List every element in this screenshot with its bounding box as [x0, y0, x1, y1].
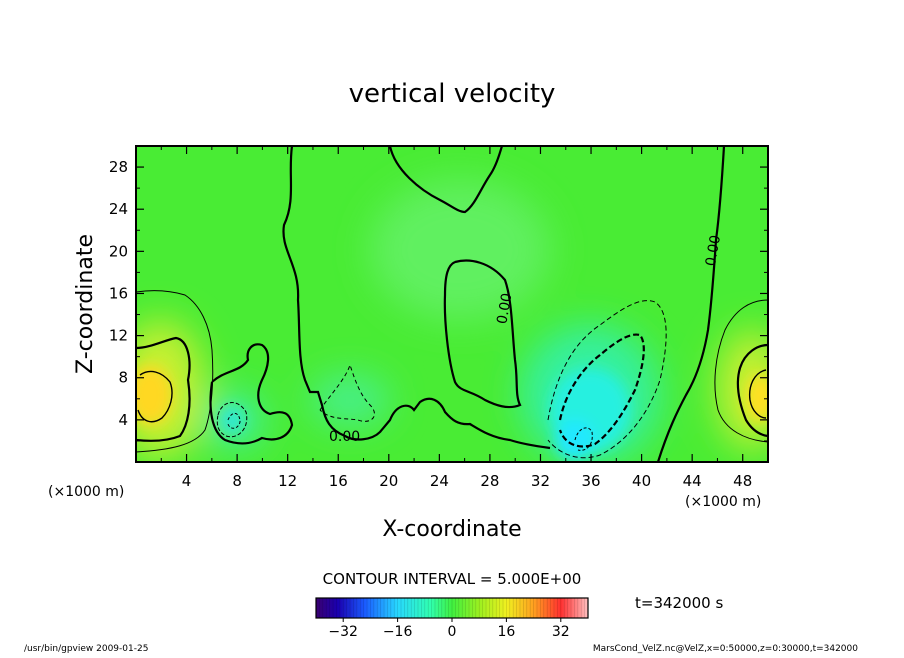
positive-contour-right-core — [748, 369, 767, 419]
colorbar-stripes — [319, 598, 585, 618]
x-tick-label: 44 — [683, 472, 702, 490]
y-tick-label: 12 — [109, 327, 128, 345]
contour-interval: CONTOUR INTERVAL = 5.000E+00 — [323, 570, 582, 588]
contour-lines — [136, 146, 768, 462]
zero-contour-top — [388, 146, 504, 214]
zero-contour-left — [282, 146, 551, 450]
zero-contour-plateau — [443, 259, 522, 409]
x-axis-ticks: 4 8 12 16 20 24 28 32 36 40 44 48 — [160, 146, 752, 490]
y-tick-label: 20 — [109, 242, 128, 260]
footer-right: MarsCond_VelZ.nc@VelZ,x=0:50000,z=0:3000… — [593, 644, 858, 654]
negative-contour-inner — [558, 333, 645, 448]
chart-title: vertical velocity — [349, 79, 556, 109]
positive-contour-left — [136, 290, 214, 453]
x-axis-title: X-coordinate — [382, 517, 521, 542]
colorbar-tick-label: −16 — [383, 624, 413, 640]
contour-labels: 0.00 0.00 0.00 — [329, 234, 724, 445]
zero-contour-left-cell — [136, 336, 191, 442]
x-tick-label: 32 — [531, 472, 550, 490]
zero-contour-small-cell — [209, 343, 294, 445]
y-tick-label: 8 — [118, 369, 128, 387]
footer-left: /usr/bin/gpview 2009-01-25 — [24, 644, 148, 654]
colorbar-tick-label: −32 — [328, 624, 358, 640]
x-tick-label: 8 — [232, 472, 242, 490]
x-tick-label: 24 — [430, 472, 449, 490]
positive-contour-left-core — [137, 370, 173, 423]
contour-label: 0.00 — [703, 234, 724, 267]
y-tick-label: 24 — [109, 200, 128, 218]
y-axis-title: Z-coordinate — [73, 234, 98, 374]
time-label: t=342000 s — [635, 594, 723, 612]
y-axis-ticks: 4 8 12 16 20 24 28 — [109, 158, 768, 442]
x-tick-label: 4 — [182, 472, 192, 490]
zero-contour-right — [656, 146, 726, 462]
zero-contour-right-cell — [736, 343, 768, 438]
y-tick-label: 16 — [109, 284, 128, 302]
x-tick-label: 28 — [480, 472, 499, 490]
x-tick-label: 20 — [379, 472, 398, 490]
x-tick-label: 48 — [733, 472, 752, 490]
positive-contour-right — [714, 299, 768, 443]
x-tick-label: 12 — [278, 472, 297, 490]
contour-label: 0.00 — [494, 292, 515, 325]
negative-contour-small-core — [227, 413, 241, 429]
x-tick-label: 16 — [329, 472, 348, 490]
x-tick-label: 36 — [581, 472, 600, 490]
negative-contour-outer — [547, 300, 667, 459]
x-unit-left: (×1000 m) — [48, 484, 124, 500]
y-tick-label: 28 — [109, 158, 128, 176]
colorbar-tick-label: 16 — [497, 624, 515, 640]
x-tick-label: 40 — [632, 472, 651, 490]
colorbar-tick-label: 0 — [448, 624, 457, 640]
x-unit-right: (×1000 m) — [685, 494, 761, 510]
shaded-field: 0.00 0.00 0.00 — [136, 146, 768, 462]
y-tick-label: 4 — [118, 411, 128, 429]
negative-contour-core — [574, 427, 593, 451]
plot-frame — [135, 145, 769, 463]
colorbar — [316, 598, 588, 618]
colorbar-tick-label: 32 — [552, 624, 570, 640]
contour-label: 0.00 — [329, 429, 360, 445]
negative-contour-small — [216, 402, 248, 438]
negative-contour-mid — [319, 363, 375, 422]
colorbar-ticks: −32 −16 0 16 32 — [328, 618, 570, 640]
